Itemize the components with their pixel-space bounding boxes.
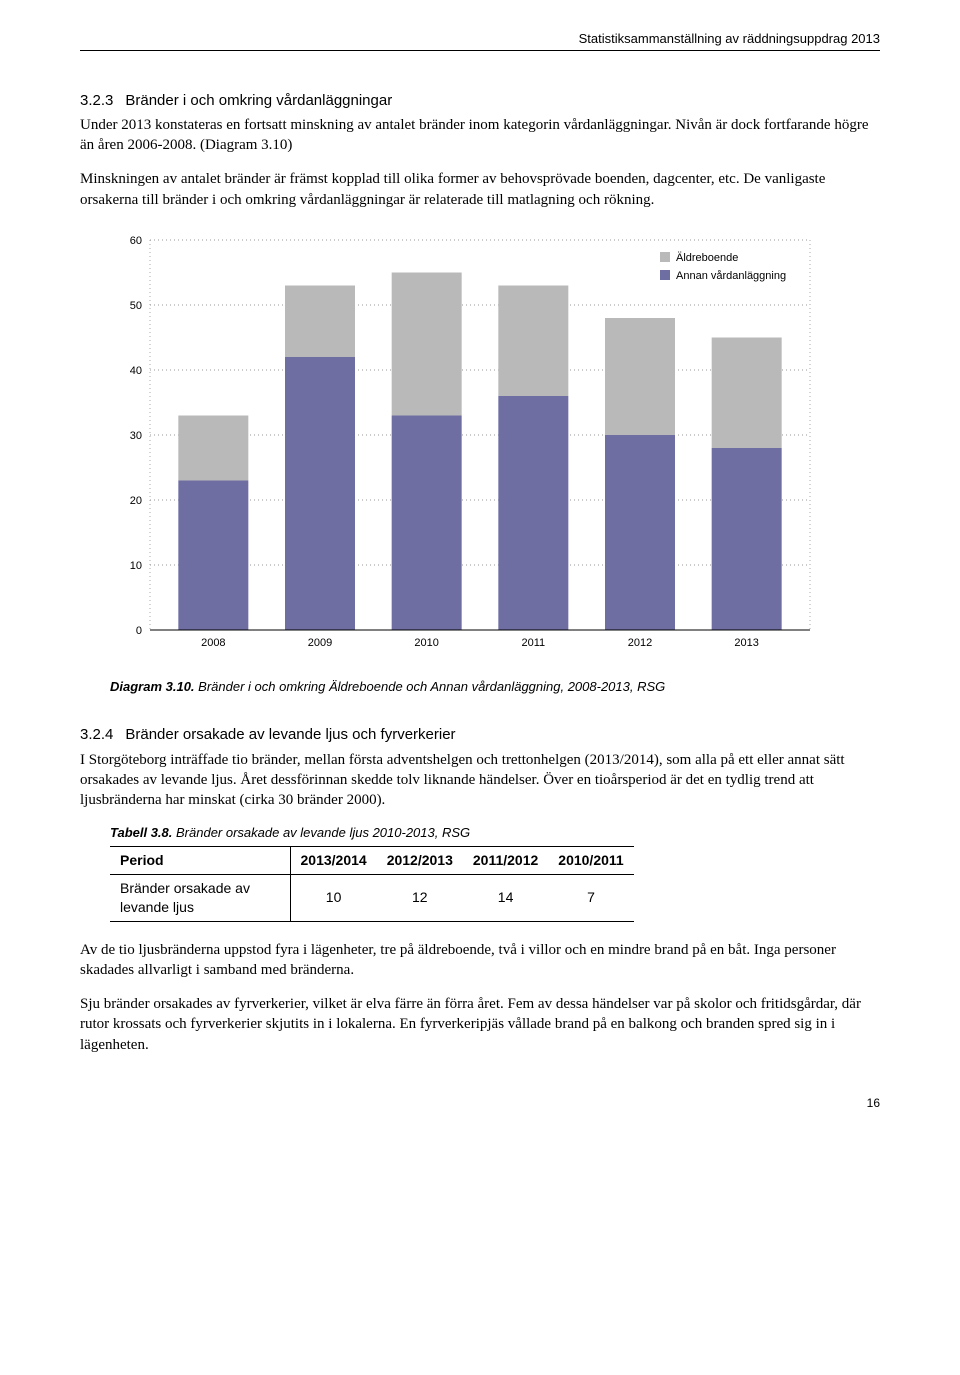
table-row-label: Bränder orsakade av levande ljus [110, 874, 290, 921]
table-col-period: Period [110, 846, 290, 874]
table-caption-rest: Bränder orsakade av levande ljus 2010-20… [172, 825, 470, 840]
table-38: Period2013/20142012/20132011/20122010/20… [110, 846, 634, 922]
svg-text:20: 20 [130, 495, 142, 507]
heading-324-title: Bränder orsakade av levande ljus och fyr… [125, 726, 455, 743]
chart-caption-bold: Diagram 3.10. [110, 679, 195, 694]
chart-caption: Diagram 3.10. Bränder i och omkring Äldr… [110, 678, 880, 696]
table-cell: 7 [548, 874, 633, 921]
heading-324: 3.2.4 Bränder orsakade av levande ljus oc… [80, 725, 880, 745]
svg-text:2008: 2008 [201, 637, 225, 649]
heading-323: 3.2.3 Bränder i och omkring vårdanläggnin… [80, 91, 880, 111]
para-324-1: I Storgöteborg inträffade tio bränder, m… [80, 750, 880, 811]
table-col-2010/2011: 2010/2011 [548, 846, 633, 874]
para-324-2: Av de tio ljusbränderna uppstod fyra i l… [80, 940, 880, 981]
heading-323-num: 3.2.3 [80, 92, 113, 109]
heading-323-title: Bränder i och omkring vårdanläggningar [125, 92, 392, 109]
para-323-1: Under 2013 konstateras en fortsatt minsk… [80, 115, 880, 156]
page-number: 16 [80, 1095, 880, 1111]
table-col-2012/2013: 2012/2013 [377, 846, 463, 874]
table-cell: 14 [463, 874, 548, 921]
table-col-2013/2014: 2013/2014 [290, 846, 377, 874]
svg-text:Äldreboende: Äldreboende [676, 252, 738, 264]
svg-text:2012: 2012 [628, 637, 652, 649]
stacked-bar-chart: 0 10 20 30 40 50 60 2008 2009 2010 2011 2012 2013 Äld… [110, 230, 830, 670]
svg-text:50: 50 [130, 300, 142, 312]
para-324-3: Sju bränder orsakades av fyrverkerier, v… [80, 994, 880, 1055]
table-row: Bränder orsakade av levande ljus1012147 [110, 874, 634, 921]
table-caption-bold: Tabell 3.8. [110, 825, 172, 840]
svg-text:0: 0 [136, 625, 142, 637]
svg-text:2013: 2013 [734, 637, 758, 649]
heading-324-num: 3.2.4 [80, 726, 113, 743]
header-rule [80, 50, 880, 51]
table-cell: 10 [290, 874, 377, 921]
running-header: Statistiksammanställning av räddningsupp… [80, 30, 880, 48]
svg-text:30: 30 [130, 430, 142, 442]
table-caption: Tabell 3.8. Bränder orsakade av levande … [110, 824, 880, 842]
svg-text:Annan vårdanläggning: Annan vårdanläggning [676, 270, 786, 282]
table-body: Bränder orsakade av levande ljus1012147 [110, 874, 634, 921]
svg-text:2011: 2011 [522, 637, 546, 649]
svg-text:10: 10 [130, 560, 142, 572]
table-cell: 12 [377, 874, 463, 921]
para-323-2: Minskningen av antalet bränder är främst… [80, 169, 880, 210]
svg-text:2009: 2009 [308, 637, 332, 649]
table-col-2011/2012: 2011/2012 [463, 846, 548, 874]
svg-text:60: 60 [130, 235, 142, 247]
svg-text:2010: 2010 [414, 637, 438, 649]
chart-container: 0 10 20 30 40 50 60 2008 2009 2010 2011 2012 2013 Äld… [110, 230, 830, 670]
table-header-row: Period2013/20142012/20132011/20122010/20… [110, 846, 634, 874]
chart-caption-rest: Bränder i och omkring Äldreboende och An… [195, 679, 666, 694]
svg-text:40: 40 [130, 365, 142, 377]
